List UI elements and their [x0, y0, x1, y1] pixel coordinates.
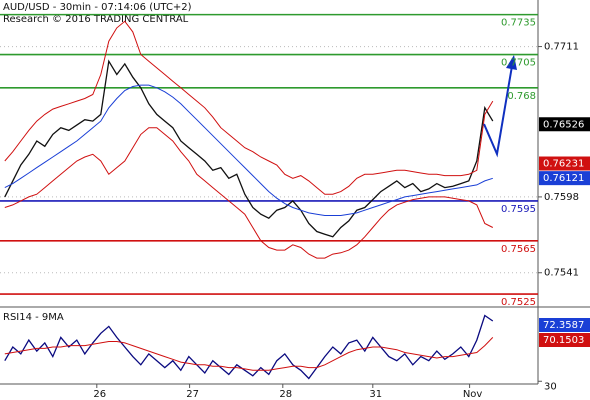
- x-tick-label: 26: [93, 389, 106, 400]
- series-line: [4, 127, 494, 259]
- arrow-line: [483, 65, 513, 158]
- series-line: [4, 20, 494, 195]
- level-label: 0.7595: [501, 204, 536, 215]
- rsi-title: RSI14 - 9MA: [3, 312, 64, 323]
- price-marker-label: 72.3587: [543, 320, 584, 331]
- level-label: 0.7705: [501, 58, 536, 69]
- arrow-head: [506, 55, 517, 70]
- price-marker-label: 0.76231: [543, 159, 584, 170]
- price-marker: [539, 171, 590, 186]
- price-marker-label: 0.76121: [543, 173, 584, 184]
- x-tick-label: 27: [186, 389, 199, 400]
- chart-subtitle: Research © 2016 TRADING CENTRAL: [3, 14, 189, 25]
- x-tick-label: Nov: [463, 389, 483, 400]
- price-marker: [539, 117, 590, 132]
- price-marker-label: 0.76526: [543, 119, 584, 130]
- y-tick-label: 0.7541: [544, 268, 579, 279]
- price-marker: [539, 156, 590, 171]
- x-tick-label: 31: [369, 389, 382, 400]
- y-tick-label: 0.7711: [544, 42, 579, 53]
- level-label: 0.7735: [501, 18, 536, 29]
- y-tick-label: 0.7598: [544, 192, 579, 203]
- price-marker: [539, 333, 590, 347]
- series-line: [4, 337, 494, 371]
- level-label: 0.7565: [501, 244, 536, 255]
- chart-title: AUD/USD - 30min - 07:14:06 (UTC+2): [3, 2, 192, 13]
- y-tick-label: 30: [544, 381, 557, 392]
- level-label: 0.7525: [501, 297, 536, 308]
- price-marker: [539, 318, 590, 332]
- price-marker-label: 70.1503: [543, 335, 584, 346]
- x-tick-label: 28: [279, 389, 292, 400]
- series-line: [4, 59, 494, 238]
- series-line: [4, 84, 493, 216]
- forecast-arrow: [483, 55, 517, 158]
- series-line: [4, 314, 494, 380]
- level-label: 0.768: [507, 91, 536, 102]
